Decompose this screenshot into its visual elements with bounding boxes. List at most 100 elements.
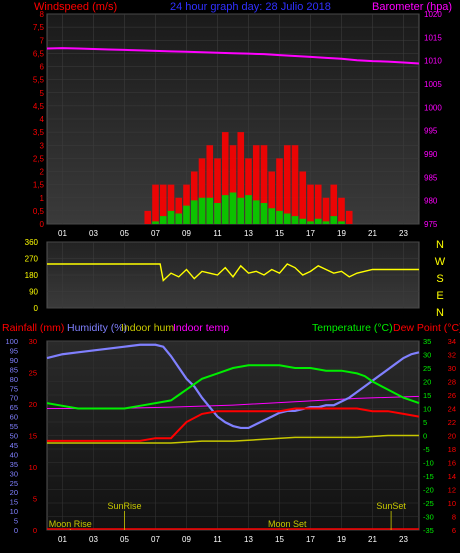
average-bar [245, 195, 252, 224]
gust-bar [252, 145, 260, 224]
humidity-tick: 50 [10, 432, 18, 441]
legend-dew-point: Dew Point (°C) [393, 322, 460, 334]
temp-x-tick: 13 [244, 535, 253, 544]
humidity-tick: 100 [5, 337, 18, 346]
gust-bar [314, 184, 322, 224]
humidity-tick: 65 [10, 403, 18, 412]
rain-tick: 15 [29, 432, 37, 441]
rain-tick: 25 [29, 369, 37, 378]
wind-x-tick: 17 [306, 229, 315, 238]
gust-bar [283, 145, 291, 224]
wind-x-tick: 13 [244, 229, 253, 238]
gust-bar [276, 158, 283, 224]
temp-x-ticks: 01 03 05 07 09 11 13 15 17 19 21 23 [58, 535, 408, 544]
average-bar [221, 195, 229, 224]
barometer-tick: 1020 [424, 10, 442, 19]
average-bar [175, 213, 183, 224]
windspeed-tick: 8 [40, 10, 45, 19]
gust-bar [338, 197, 345, 224]
average-bar [206, 197, 214, 224]
barometer-series [46, 47, 420, 65]
windspeed-tick: 2,5 [33, 154, 45, 163]
temp-x-tick: 07 [151, 535, 160, 544]
average-bar [152, 221, 159, 224]
rain-tick: 10 [29, 463, 37, 472]
humidity-tick: 55 [10, 422, 18, 431]
windspeed-tick: 3 [40, 141, 45, 150]
humidity-tick: 35 [10, 460, 18, 469]
wind-x-tick: 05 [120, 229, 129, 238]
humidity-tick: 60 [10, 413, 18, 422]
windspeed-tick: 0,5 [33, 207, 45, 216]
windspeed-tick: 7 [40, 36, 45, 45]
chart-title: 24 hour graph day: 28 Julio 2018 [170, 1, 331, 13]
temperature-tick: -35 [423, 526, 434, 535]
gust-bar [330, 184, 338, 224]
barometer-tick: 990 [424, 150, 438, 159]
compass-label: N [436, 239, 444, 251]
gust-bar [175, 197, 183, 224]
temperature-tick: 10 [423, 405, 431, 414]
temp-x-tick: 05 [120, 535, 129, 544]
annotation-label: Moon Set [268, 519, 307, 529]
dew-tick: 14 [448, 472, 456, 481]
wind-x-tick: 09 [182, 229, 191, 238]
temperature-tick: 30 [423, 351, 431, 360]
temperature-tick: 0 [423, 432, 427, 441]
direction-tick: 0 [34, 304, 39, 313]
wind-x-tick: 03 [89, 229, 98, 238]
wind-x-tick: 23 [399, 229, 408, 238]
average-bar [198, 197, 206, 224]
temperature-tick: -25 [423, 499, 434, 508]
gust-bar [190, 171, 198, 224]
temperature-line [46, 364, 420, 410]
dew-tick: 8 [452, 513, 456, 522]
humidity-tick: 40 [10, 450, 18, 459]
temperature-tick: 5 [423, 418, 427, 427]
temperature-ticks: -35 -30 -25 -20 -15 -10 -5 0 5 10 15 20 25 30 35 [423, 337, 434, 535]
humidity-tick: 0 [14, 526, 18, 535]
humidity-tick: 10 [10, 507, 18, 516]
rain-tick: 5 [33, 495, 37, 504]
average-bar [268, 208, 276, 224]
gust-bar [144, 210, 152, 224]
wind-x-ticks: 01 03 05 07 09 11 13 15 17 19 21 23 [58, 229, 408, 238]
wind-x-tick: 01 [58, 229, 67, 238]
direction-series [47, 263, 419, 282]
average-bar [314, 218, 322, 224]
dew-point-line [47, 407, 420, 442]
gust-bar [307, 184, 314, 224]
humidity-tick: 75 [10, 384, 18, 393]
temp-x-tick: 03 [89, 535, 98, 544]
temp-x-tick: 23 [399, 535, 408, 544]
temp-x-tick: 19 [337, 535, 346, 544]
windspeed-tick: 3,5 [33, 128, 45, 137]
average-bar [276, 210, 283, 224]
gust-bar [214, 158, 221, 224]
sun-moon-annotations: SunRise SunSet Moon Rise Moon Set [49, 501, 406, 530]
humidity-tick: 15 [10, 498, 18, 507]
direction-tick: 180 [25, 271, 39, 280]
compass-label: S [436, 273, 443, 285]
average-bar [252, 200, 260, 224]
wind-x-tick: 07 [151, 229, 160, 238]
wind-barometer-panel: Windspeed (m/s) 24 hour graph day: 28 Ju… [33, 1, 452, 238]
humidity-tick: 5 [14, 517, 18, 526]
dew-tick: 6 [452, 526, 456, 535]
gust-bar [183, 184, 190, 224]
gust-bar [221, 132, 229, 224]
average-bar [291, 216, 299, 224]
legend-rainfall: Rainfall (mm) [2, 322, 64, 334]
barometer-tick: 1000 [424, 103, 442, 112]
temp-x-tick: 09 [182, 535, 191, 544]
windspeed-tick: 1,5 [33, 181, 45, 190]
dew-tick: 32 [448, 351, 456, 360]
average-bar [183, 205, 190, 224]
gust-bar [345, 210, 353, 224]
dew-tick: 22 [448, 418, 456, 427]
compass-label: W [435, 256, 446, 268]
barometer-tick: 1015 [424, 33, 442, 42]
windspeed-tick: 5,5 [33, 76, 45, 85]
direction-ticks: 0 90 180 270 360 [25, 238, 39, 313]
